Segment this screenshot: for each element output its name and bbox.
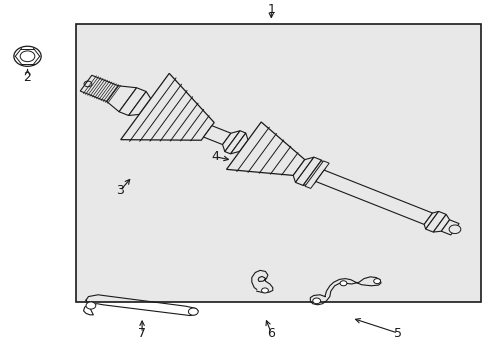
- Polygon shape: [226, 122, 304, 175]
- Polygon shape: [440, 220, 458, 235]
- Circle shape: [373, 279, 380, 284]
- Text: 4: 4: [211, 150, 219, 163]
- Bar: [76, 24, 480, 302]
- Polygon shape: [293, 157, 313, 183]
- Text: 1: 1: [267, 3, 275, 16]
- Polygon shape: [107, 86, 136, 112]
- Polygon shape: [315, 170, 431, 224]
- Polygon shape: [203, 126, 230, 145]
- Circle shape: [448, 225, 460, 234]
- Polygon shape: [305, 161, 328, 188]
- Circle shape: [20, 51, 35, 62]
- Polygon shape: [230, 133, 247, 154]
- Polygon shape: [295, 157, 321, 185]
- Polygon shape: [432, 215, 448, 232]
- Polygon shape: [425, 211, 445, 232]
- Circle shape: [312, 298, 320, 304]
- Polygon shape: [128, 91, 150, 116]
- Circle shape: [339, 281, 346, 286]
- Text: 7: 7: [138, 327, 146, 339]
- Polygon shape: [303, 160, 325, 185]
- Polygon shape: [222, 131, 240, 152]
- Text: 5: 5: [393, 327, 401, 339]
- Circle shape: [188, 308, 198, 315]
- Polygon shape: [80, 75, 122, 103]
- Circle shape: [261, 288, 268, 293]
- Polygon shape: [121, 73, 214, 140]
- Polygon shape: [423, 211, 438, 229]
- Circle shape: [14, 46, 41, 66]
- Text: 6: 6: [267, 327, 275, 339]
- Text: 3: 3: [116, 184, 124, 197]
- Polygon shape: [224, 131, 245, 154]
- Circle shape: [86, 302, 96, 309]
- Text: 2: 2: [23, 71, 31, 84]
- Polygon shape: [119, 88, 146, 116]
